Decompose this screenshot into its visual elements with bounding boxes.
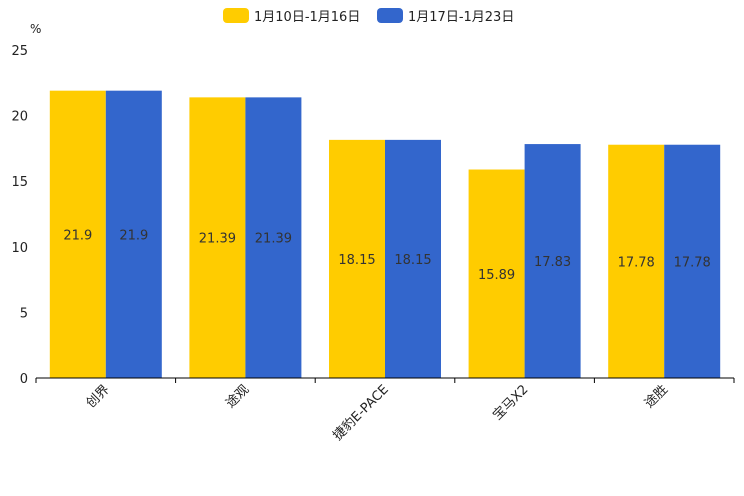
legend-swatch [223, 8, 249, 23]
y-tick-label: 10 [11, 241, 28, 256]
bar [524, 144, 581, 378]
y-tick-label: 25 [11, 44, 28, 59]
y-tick-label: 0 [20, 372, 28, 387]
x-category-label: 途胜 [641, 382, 671, 412]
bar [105, 90, 162, 378]
data-label: 18.15 [338, 253, 375, 268]
legend-label: 1月10日-1月16日 [254, 10, 360, 25]
data-label: 17.78 [674, 255, 711, 270]
legend: 1月10日-1月16日 1月17日-1月23日 [223, 8, 514, 25]
legend-item: 1月10日-1月16日 [223, 8, 360, 25]
bar [329, 139, 385, 378]
data-label: 21.39 [199, 232, 236, 247]
data-label: 21.9 [63, 228, 92, 243]
bar [189, 97, 246, 379]
data-label: 21.39 [255, 232, 292, 247]
y-axis: 0 5 10 15 20 25 [11, 44, 28, 387]
bar [608, 144, 665, 378]
bar [49, 90, 106, 378]
data-label: 17.83 [534, 255, 571, 270]
x-category-label: 途观 [223, 382, 253, 412]
x-category-label: 宝马X2 [490, 382, 531, 423]
x-category-label: 捷豹E-PACE [330, 382, 391, 443]
legend-label: 1月17日-1月23日 [408, 10, 514, 25]
bars: 21.9 21.9 21.39 21.39 18.15 18.15 15.89 17.83 17… [49, 90, 721, 379]
data-label: 21.9 [119, 228, 148, 243]
data-label: 17.78 [618, 255, 655, 270]
x-axis: 创界 途观 捷豹E-PACE 宝马X2 途胜 [35, 377, 735, 444]
bar [664, 144, 721, 378]
y-tick-label: 15 [11, 175, 28, 190]
y-tick-label: 20 [11, 110, 28, 125]
data-label: 15.89 [478, 268, 515, 283]
bar [468, 169, 525, 378]
legend-item: 1月17日-1月23日 [377, 8, 514, 25]
bar [385, 139, 441, 378]
y-axis-unit-label: % [30, 22, 41, 36]
y-tick-label: 5 [20, 306, 28, 321]
x-category-label: 创界 [84, 382, 113, 411]
data-label: 18.15 [394, 253, 431, 268]
legend-swatch [377, 8, 403, 23]
bar [245, 97, 302, 379]
